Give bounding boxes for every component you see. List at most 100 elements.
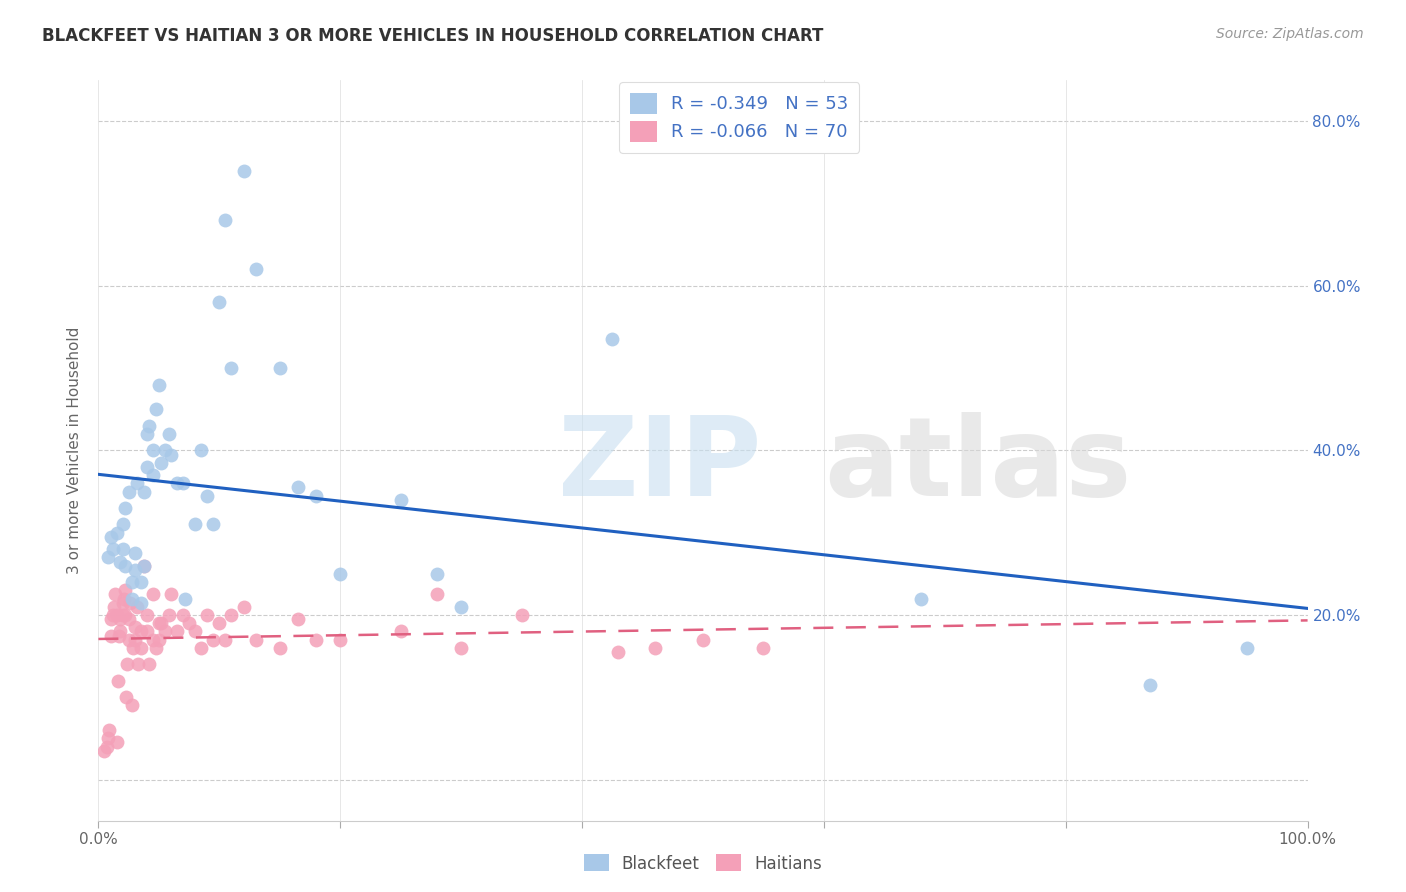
Point [157,427,180,442]
Point [124,632,146,647]
Point [114,558,136,573]
Point [115,690,138,705]
Point [145,402,167,417]
Point [97,550,120,565]
Point [150,616,173,631]
Text: Source: ZipAtlas.com: Source: ZipAtlas.com [1216,27,1364,41]
Point [121,591,143,606]
Point [245,632,267,647]
Point [1139,678,1161,692]
Point [510,607,533,622]
Point [122,640,145,655]
Point [179,616,201,631]
Point [602,332,624,346]
Point [426,587,449,601]
Point [97,731,120,746]
Point [148,632,170,647]
Point [148,616,170,631]
Point [142,443,165,458]
Point [124,546,146,560]
Point [127,476,149,491]
Point [150,456,173,470]
Point [269,640,291,655]
Point [129,624,152,639]
Point [104,587,127,601]
Point [644,640,666,655]
Point [127,599,149,614]
Point [214,213,236,227]
Point [111,596,134,610]
Point [269,361,291,376]
Point [142,632,165,647]
Point [389,624,412,639]
Point [202,517,225,532]
Point [174,591,197,606]
Point [105,735,128,749]
Point [202,632,225,647]
Point [153,443,176,458]
Point [214,632,236,647]
Point [100,629,122,643]
Point [121,575,143,590]
Point [111,517,134,532]
Point [232,599,254,614]
Point [160,448,183,462]
Text: BLACKFEET VS HAITIAN 3 OR MORE VEHICLES IN HOUSEHOLD CORRELATION CHART: BLACKFEET VS HAITIAN 3 OR MORE VEHICLES … [42,27,824,45]
Point [105,525,128,540]
Point [208,616,231,631]
Point [329,632,352,647]
Point [108,612,131,626]
Point [108,624,131,639]
Point [157,607,180,622]
Point [134,558,156,573]
Point [184,517,207,532]
Point [166,624,188,639]
Point [142,587,165,601]
Point [103,599,125,614]
Point [245,262,267,277]
Point [101,542,124,557]
Legend: R = -0.349   N = 53, R = -0.066   N = 70: R = -0.349 N = 53, R = -0.066 N = 70 [619,82,859,153]
Point [148,377,170,392]
Point [752,640,775,655]
Y-axis label: 3 or more Vehicles in Household: 3 or more Vehicles in Household [67,326,83,574]
Point [105,607,128,622]
Point [118,612,141,626]
Point [450,599,472,614]
Point [195,607,218,622]
Point [121,698,143,713]
Point [135,624,157,639]
Point [692,632,714,647]
Point [135,607,157,622]
Point [221,607,243,622]
Point [129,640,152,655]
Point [172,607,194,622]
Point [184,624,207,639]
Point [426,566,449,581]
Point [1236,640,1258,655]
Point [138,418,160,433]
Point [166,476,188,491]
Point [101,607,124,622]
Point [134,484,156,499]
Point [305,632,328,647]
Point [450,640,472,655]
Point [111,607,134,622]
Point [190,443,212,458]
Point [232,163,254,178]
Point [160,587,183,601]
Point [329,566,352,581]
Text: atlas: atlas [824,412,1132,519]
Point [127,657,149,672]
Point [195,489,218,503]
Point [118,484,141,499]
Point [305,489,328,503]
Point [93,744,115,758]
Point [134,558,156,573]
Legend: Blackfeet, Haitians: Blackfeet, Haitians [576,847,830,880]
Point [108,554,131,569]
Point [114,607,136,622]
Point [117,657,139,672]
Point [607,645,630,659]
Point [153,624,176,639]
